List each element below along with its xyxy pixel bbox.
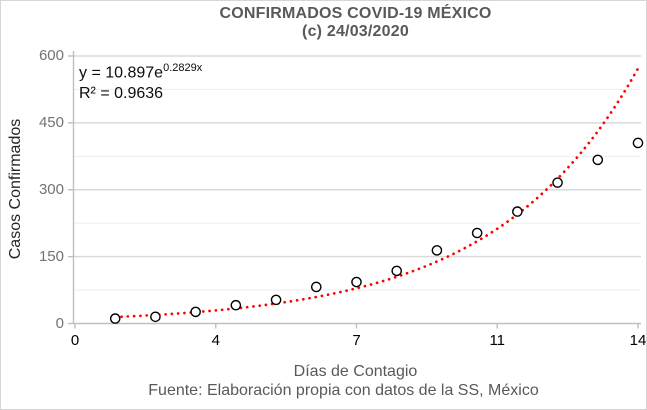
chart-title-line1: CONFIRMADOS COVID-19 MÉXICO [219, 5, 492, 22]
y-tick-label: 150 [38, 247, 64, 265]
data-point-marker [592, 154, 604, 166]
data-point-marker [391, 265, 403, 277]
equation-line: y = 10.897e0.2829x [79, 58, 202, 83]
data-point-marker [270, 294, 282, 306]
equation-r2: R² = 0.9636 [79, 85, 164, 103]
x-tick-label: 14 [629, 332, 647, 349]
data-point-marker [471, 227, 483, 239]
y-tick-label: 0 [55, 314, 64, 332]
chart-title: CONFIRMADOS COVID-19 MÉXICO (c) 24/03/20… [65, 5, 646, 41]
y-tick-label: 300 [38, 180, 64, 198]
source-note: Fuente: Elaboración propia con datos de … [148, 382, 539, 399]
trendline-equation: y = 10.897e0.2829x R² = 0.9636 [79, 58, 202, 104]
y-tick-label: 600 [38, 47, 64, 64]
x-tick-label: 0 [70, 332, 80, 349]
data-point-marker [512, 206, 523, 217]
data-point-marker [109, 313, 121, 324]
data-point-marker [310, 281, 322, 293]
data-point-marker [431, 245, 443, 256]
x-axis-title: Días de Contagio [293, 363, 418, 380]
data-point-marker [150, 311, 161, 323]
chart-title-line2: (c) 24/03/2020 [302, 23, 409, 40]
y-tick-label: 450 [38, 113, 64, 131]
data-point-marker [552, 177, 563, 188]
x-tick-label: 4 [211, 332, 220, 349]
data-point-marker [632, 137, 644, 149]
data-point-marker [351, 276, 362, 288]
x-tick-label: 7 [352, 332, 361, 349]
equation-exponent: 0.2829x [163, 62, 203, 74]
data-point-marker [190, 306, 201, 318]
trendline [113, 67, 640, 319]
data-point-marker [230, 299, 242, 311]
x-tick-label: 11 [489, 332, 506, 349]
equation-base: y = 10.897e [79, 64, 164, 82]
